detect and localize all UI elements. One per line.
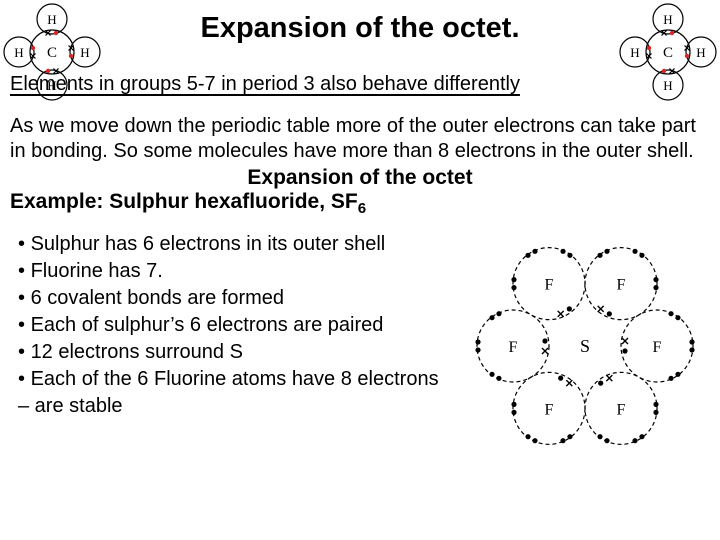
body-paragraph: As we move down the periodic table more … bbox=[10, 114, 710, 164]
sf6-diagram: S F F F F F F bbox=[460, 231, 710, 466]
svg-text:C: C bbox=[47, 45, 57, 61]
svg-text:F: F bbox=[509, 339, 518, 356]
svg-text:H: H bbox=[663, 12, 672, 27]
list-item: 6 covalent bonds are formed bbox=[18, 285, 454, 312]
intro-line: Elements in groups 5-7 in period 3 also … bbox=[10, 73, 710, 96]
subtitle: Expansion of the octet bbox=[10, 166, 710, 190]
svg-text:F: F bbox=[653, 339, 662, 356]
svg-text:F: F bbox=[545, 277, 554, 294]
list-item: Sulphur has 6 electrons in its outer she… bbox=[18, 231, 454, 258]
example-label: Example: Sulphur hexafluoride, SF bbox=[10, 190, 358, 213]
svg-text:C: C bbox=[663, 45, 673, 61]
svg-text:H: H bbox=[696, 45, 705, 60]
svg-text:H: H bbox=[47, 78, 56, 93]
svg-text:H: H bbox=[80, 45, 89, 60]
svg-text:H: H bbox=[663, 78, 672, 93]
example-line: Example: Sulphur hexafluoride, SF6 bbox=[10, 190, 710, 217]
svg-text:H: H bbox=[630, 45, 639, 60]
svg-text:F: F bbox=[617, 402, 626, 419]
ch4-diagram-right: C H H H H bbox=[618, 2, 718, 102]
example-subscript: 6 bbox=[358, 200, 366, 217]
svg-text:F: F bbox=[617, 277, 626, 294]
list-item: 12 electrons surround S bbox=[18, 339, 454, 366]
list-item: Fluorine has 7. bbox=[18, 258, 454, 285]
ch4-diagram-left: C H H H H bbox=[2, 2, 102, 102]
list-item: Each of the 6 Fluorine atoms have 8 elec… bbox=[18, 366, 454, 420]
page-title: Expansion of the octet. bbox=[10, 12, 710, 45]
bullet-list: Sulphur has 6 electrons in its outer she… bbox=[10, 231, 454, 420]
svg-text:H: H bbox=[47, 12, 56, 27]
svg-text:H: H bbox=[14, 45, 23, 60]
svg-text:F: F bbox=[545, 402, 554, 419]
list-item: Each of sulphur’s 6 electrons are paired bbox=[18, 312, 454, 339]
svg-text:S: S bbox=[580, 336, 590, 356]
